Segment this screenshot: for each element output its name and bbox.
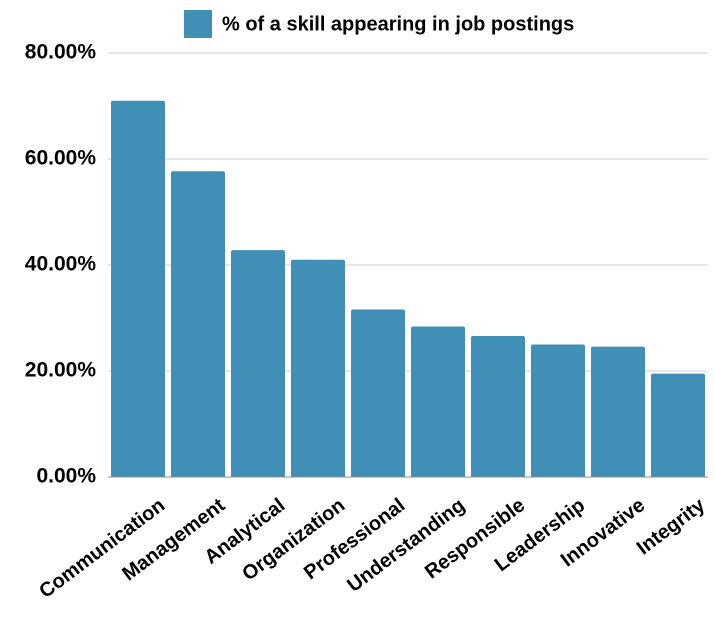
bar-professional bbox=[351, 309, 405, 477]
bar-communication bbox=[111, 100, 165, 477]
y-tick-label: 0.00% bbox=[36, 465, 96, 488]
legend-swatch bbox=[184, 10, 212, 38]
bar-understanding bbox=[411, 326, 465, 477]
bar-analytical bbox=[231, 250, 285, 477]
bar-organization bbox=[291, 259, 345, 477]
x-tick-label: Organization bbox=[238, 494, 349, 585]
y-axis-ticks: 0.00% 20.00% 40.00% 60.00% 80.00% bbox=[25, 41, 97, 488]
bars bbox=[111, 100, 705, 477]
y-tick-label: 80.00% bbox=[25, 41, 97, 64]
y-tick-label: 20.00% bbox=[25, 359, 97, 382]
x-tick-label: Integrity bbox=[633, 494, 710, 560]
bar-leadership bbox=[531, 344, 585, 477]
legend-label: % of a skill appearing in job postings bbox=[222, 13, 574, 35]
bar-management bbox=[171, 171, 225, 477]
x-axis-labels: CommunicationManagementAnalyticalOrganiz… bbox=[35, 494, 710, 603]
x-tick-label: Management bbox=[118, 494, 229, 585]
bar-innovative bbox=[591, 346, 645, 477]
bar-integrity bbox=[651, 373, 705, 477]
legend: % of a skill appearing in job postings bbox=[184, 10, 574, 38]
y-tick-label: 60.00% bbox=[25, 147, 97, 170]
bar-responsible bbox=[471, 336, 525, 477]
y-tick-label: 40.00% bbox=[25, 253, 97, 276]
